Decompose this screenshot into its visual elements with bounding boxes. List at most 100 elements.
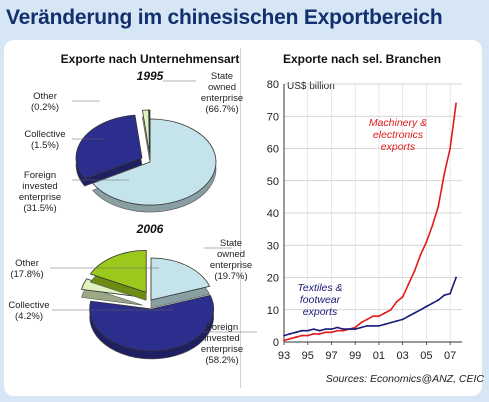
series-point bbox=[312, 328, 315, 330]
content-panel bbox=[4, 40, 482, 396]
pie-year-label: 2006 bbox=[136, 222, 164, 236]
y-tick-label: 10 bbox=[267, 305, 279, 317]
pie-slice-label: State bbox=[211, 71, 233, 82]
pie-slice-label: invested bbox=[204, 333, 239, 344]
pie-slice-label: enterprise bbox=[201, 344, 243, 355]
pie-slice-value: (17.8%) bbox=[10, 269, 43, 280]
series-point bbox=[294, 336, 297, 339]
series-point bbox=[294, 331, 297, 334]
main-title: Veränderung im chinesischen Exportbereic… bbox=[6, 6, 443, 29]
series-point bbox=[401, 295, 404, 298]
series-point bbox=[443, 173, 446, 176]
y-tick-label: 20 bbox=[267, 273, 279, 285]
series-point bbox=[383, 323, 386, 326]
y-tick-label: 40 bbox=[267, 208, 279, 220]
series-point bbox=[366, 318, 368, 321]
series-point bbox=[330, 328, 333, 330]
series-point bbox=[383, 312, 386, 314]
series-point bbox=[401, 318, 404, 321]
series-label: exports bbox=[381, 141, 416, 153]
pie-slice-label: enterprise bbox=[201, 93, 243, 104]
series-point bbox=[455, 276, 457, 279]
pie-slice-label: owned bbox=[217, 249, 245, 260]
x-tick-label: 97 bbox=[325, 350, 337, 362]
series-point bbox=[455, 102, 457, 105]
series-line bbox=[283, 277, 457, 337]
x-tick-label: 03 bbox=[397, 350, 409, 362]
pie-slice-label: State bbox=[220, 238, 242, 249]
series-point bbox=[431, 225, 434, 227]
series-point bbox=[425, 241, 428, 243]
pie-slice-label: Collective bbox=[24, 129, 65, 140]
pie-slice bbox=[91, 118, 217, 206]
series-line bbox=[283, 103, 457, 342]
series-point bbox=[330, 331, 333, 334]
pie-slice bbox=[148, 109, 151, 154]
series-point bbox=[324, 328, 327, 330]
series-point bbox=[354, 326, 357, 329]
pie-year-label: 1995 bbox=[137, 69, 164, 83]
y-tick-label: 80 bbox=[267, 79, 279, 91]
x-tick-label: 93 bbox=[278, 350, 290, 362]
pie-slice-value: (31.5%) bbox=[23, 203, 56, 214]
series-point bbox=[378, 324, 380, 327]
pie-slice bbox=[150, 257, 211, 301]
series-point bbox=[431, 302, 434, 305]
series-point bbox=[360, 326, 363, 329]
series-label: Textiles & bbox=[297, 282, 342, 294]
pie-slice-label: invested bbox=[22, 181, 57, 192]
pie-slice-label: enterprise bbox=[210, 260, 252, 271]
pie-slice bbox=[89, 294, 215, 352]
y-tick-label: 30 bbox=[267, 240, 279, 252]
line-chart-title: Exporte nach sel. Branchen bbox=[283, 52, 441, 66]
series-point bbox=[389, 321, 392, 324]
pie-slice-label: Other bbox=[15, 258, 39, 269]
pie-slice-label: enterprise bbox=[19, 192, 61, 203]
series-point bbox=[413, 270, 416, 272]
y-tick-label: 0 bbox=[273, 337, 279, 349]
series-point bbox=[449, 292, 452, 295]
pie-slice-value: (58.2%) bbox=[205, 355, 238, 366]
pie-chart-title: Exporte nach Unternehmensart bbox=[61, 52, 240, 66]
x-tick-label: 07 bbox=[444, 350, 456, 362]
pie-slice bbox=[75, 114, 143, 180]
series-point bbox=[425, 305, 428, 308]
series-point bbox=[443, 294, 446, 297]
series-point bbox=[395, 300, 398, 303]
series-point bbox=[372, 315, 374, 318]
x-tick-label: 05 bbox=[420, 350, 432, 362]
series-point bbox=[318, 333, 321, 335]
series-point bbox=[437, 205, 440, 208]
series-point bbox=[395, 320, 398, 322]
pie-slice-value: (19.7%) bbox=[214, 271, 247, 282]
series-point bbox=[419, 308, 422, 311]
series-point bbox=[407, 315, 410, 318]
series-point bbox=[360, 321, 363, 324]
series-point bbox=[366, 324, 368, 327]
series-point bbox=[407, 283, 410, 285]
pie-slice bbox=[89, 249, 147, 293]
series-label: electronics bbox=[373, 129, 424, 141]
series-point bbox=[312, 333, 315, 335]
series-point bbox=[283, 339, 285, 342]
series-point bbox=[419, 254, 422, 256]
pie-slice-label: Foreign bbox=[24, 170, 56, 181]
pie-slice-value: (0.2%) bbox=[31, 102, 59, 113]
pie-slice-value: (1.5%) bbox=[31, 140, 59, 151]
series-point bbox=[449, 147, 452, 150]
series-point bbox=[283, 334, 285, 337]
pie-slice-value: (4.2%) bbox=[15, 311, 43, 322]
series-point bbox=[300, 329, 303, 332]
series-point bbox=[336, 326, 339, 329]
pie-slice-label: Foreign bbox=[206, 322, 238, 333]
pie-slice-label: Collective bbox=[8, 300, 49, 311]
series-label: Machinery & bbox=[369, 117, 427, 129]
pie-slice bbox=[141, 109, 150, 154]
x-tick-label: 95 bbox=[302, 350, 314, 362]
y-axis-label: US$ billion bbox=[287, 81, 335, 92]
series-point bbox=[300, 334, 303, 337]
x-tick-label: 99 bbox=[349, 350, 361, 362]
panel-divider bbox=[240, 48, 241, 388]
pie-slice-label: Other bbox=[33, 91, 57, 102]
